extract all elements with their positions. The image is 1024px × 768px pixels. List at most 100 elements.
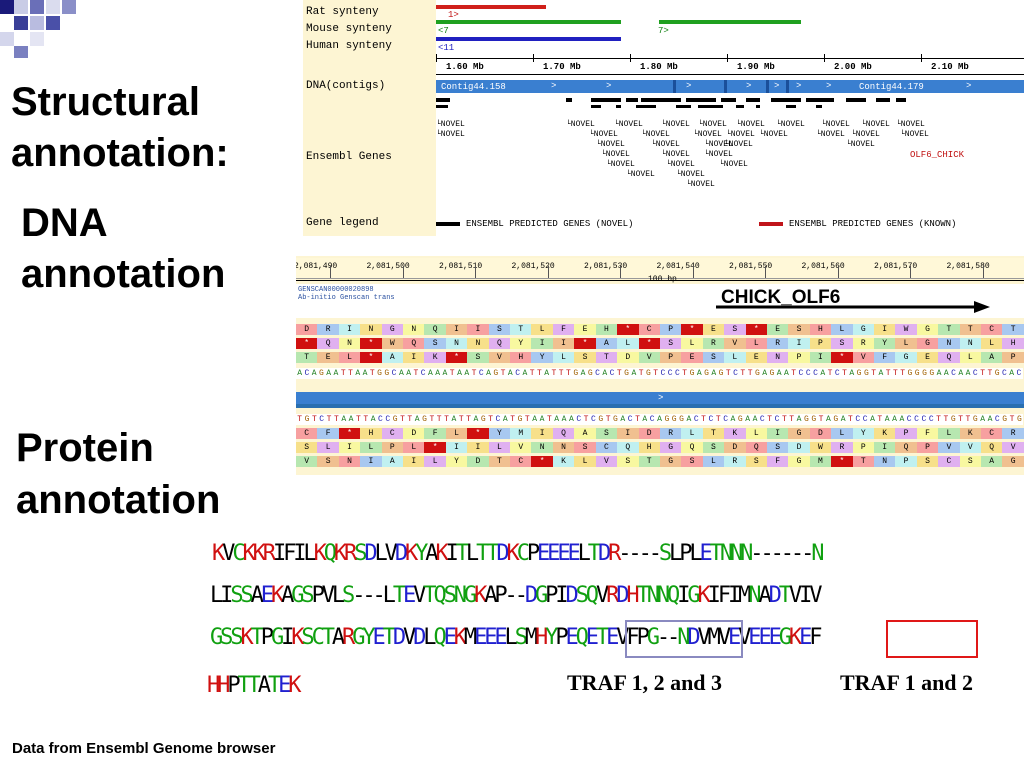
nucleotide: G [856,369,862,378]
residue: K [252,541,266,566]
nucleotide: T [551,369,557,378]
nucleotide: G [863,369,869,378]
amino-acid-cell: S [317,456,339,467]
nucleotide: T [791,369,797,378]
novel-gene-label: └NOVEL [724,140,753,149]
residue: S [354,541,367,566]
amino-acid-cell: I [467,324,489,335]
amino-acid-cell: * [360,352,382,363]
nucleotide: A [602,369,608,378]
amino-acid-cell: P [381,442,404,453]
residue: N [656,583,670,608]
residue: K [474,583,487,608]
gene-exon-block [436,105,448,108]
contig-track [436,80,1024,93]
amino-acid-cell: Q [981,442,1003,453]
residue: E [557,541,570,566]
nucleotide: G [769,369,775,378]
nucleotide: G [689,369,695,378]
gene-exon-block [566,98,572,102]
nucleotide: C [595,369,600,378]
nucleotide: T [348,369,353,378]
amino-acid-cell: Q [403,338,425,349]
nucleotide: C [627,415,633,424]
nucleotide: G [664,415,670,424]
residue: T [392,583,406,608]
contig-gap [724,80,727,93]
nucleotide: G [573,369,579,378]
rat-synteny-label: Rat synteny [306,6,379,18]
nucleotide: T [449,369,455,378]
residue: L [331,583,345,608]
amino-acid-cell: D [809,428,832,439]
amino-acid-cell: S [595,428,618,439]
residue: L [465,541,479,566]
nucleotide: C [1016,369,1022,378]
amino-acid-cell: I [766,428,789,439]
amino-acid-cell: L [317,442,339,453]
residue: - [656,625,670,650]
nucleotide: T [638,369,644,378]
residue: N [719,541,733,566]
human-marker: <11 [438,43,455,53]
residue: G [352,625,365,650]
coord-label: 2,081,510 [439,262,483,271]
residue: - [618,541,631,566]
legend-novel-swatch [436,222,460,226]
amino-acid-cell: L [531,324,553,335]
residue: T [778,583,792,608]
novel-gene-label: └NOVEL [821,120,850,129]
residue: I [272,541,286,566]
nucleotide: A [414,415,420,424]
amino-acid-cell: P [788,352,810,363]
amino-acid-cell: * [681,324,703,335]
residue: K [291,625,304,650]
amino-acid-cell: E [574,324,596,335]
amino-acid-cell: H [809,324,832,335]
amino-acid-cell: L [681,338,703,349]
residue: C [311,625,325,650]
amino-acid-cell: N [938,338,960,349]
residue: E [758,625,771,650]
nucleotide: A [406,369,412,378]
residue: P [679,541,692,566]
residue: K [212,541,225,566]
amino-acid-cell: L [745,428,767,439]
nucleotide: A [464,369,470,378]
amino-acid-cell: A [981,352,1003,363]
amino-acid-cell: Q [424,324,446,335]
amino-acid-cell: L [574,456,596,467]
nucleotide: T [818,415,824,424]
nucleotide: C [972,369,978,378]
residue: A [281,583,294,608]
nucleotide: T [297,415,303,424]
amino-acid-cell: T [510,324,532,335]
amino-acid-cell: D [788,442,810,453]
nucleotide: A [776,369,782,378]
amino-acid-cell: A [574,428,596,439]
nucleotide: A [502,415,508,424]
translation-frame-0: C F * H C D F L * Y M I Q A S I D R L T K L I G D L Y K P F L K C R [296,428,1024,439]
residue: D [565,583,578,608]
traf-1-2-3-box [625,620,743,658]
coord-label: 2,081,550 [729,262,773,271]
coord-tick [475,266,476,278]
nucleotide: C [576,415,582,424]
residue: E [547,541,560,566]
scale-tick-mark [630,54,631,62]
nucleotide: T [458,415,464,424]
nucleotide: A [870,415,875,424]
residue: - [638,541,652,566]
residue: M [707,625,721,650]
nucleotide: C [660,369,666,378]
amino-acid-cell: P [895,456,917,467]
nucleotide: T [958,415,964,424]
traf-1-2-3-label: TRAF 1, 2 and 3 [567,670,723,695]
contig-strip [296,392,1024,404]
nucleotide: T [635,415,640,424]
nucleotide: G [950,415,956,424]
amino-acid-cell: I [531,428,553,439]
nucleotide: A [987,415,993,424]
novel-gene-label: └NOVEL [566,120,595,129]
amino-acid-cell: * [831,352,853,363]
